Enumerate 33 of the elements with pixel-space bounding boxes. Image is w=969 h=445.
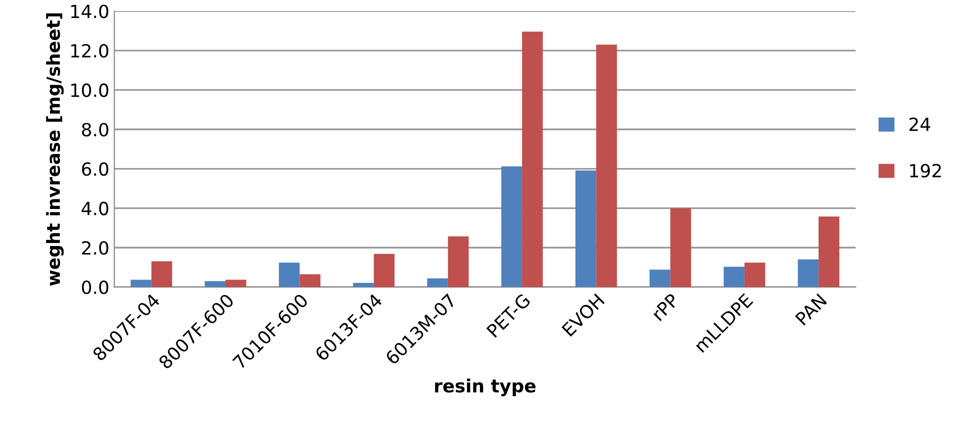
- bar: [596, 44, 617, 288]
- bar: [278, 262, 300, 288]
- x-axis-title: resin type: [435, 378, 536, 396]
- bar: [448, 236, 469, 288]
- y-tick-label: 4.0: [82, 202, 108, 216]
- y-tick-label: 6.0: [82, 162, 108, 176]
- bar: [204, 281, 226, 288]
- bar: [300, 274, 320, 288]
- bar: [818, 216, 840, 288]
- y-tick-label: 2.0: [82, 241, 108, 255]
- legend-label: 192: [910, 164, 941, 178]
- bar: [724, 266, 744, 288]
- y-tick-label: 0.0: [82, 280, 108, 294]
- bar: [501, 166, 522, 288]
- bar: [151, 261, 172, 288]
- y-tick-label: 10.0: [71, 83, 108, 98]
- bar: [374, 254, 395, 288]
- x-tick-label: rPP: [651, 292, 680, 322]
- bar: [130, 280, 152, 288]
- bar: [744, 262, 766, 288]
- y-axis-title: weght invrease [mg/sheet]: [46, 13, 64, 286]
- bar: [353, 282, 374, 288]
- y-tick-label: 8.0: [82, 122, 108, 136]
- bar: [226, 280, 246, 288]
- bar: [670, 208, 692, 288]
- legend-label: 24: [910, 117, 930, 131]
- bar: [427, 278, 448, 288]
- bar: [522, 32, 543, 288]
- y-tick-label: 14.0: [71, 4, 108, 18]
- bar: [650, 270, 670, 288]
- bar: [798, 259, 819, 288]
- bar: [575, 170, 596, 288]
- y-tick-label: 12.0: [71, 44, 108, 58]
